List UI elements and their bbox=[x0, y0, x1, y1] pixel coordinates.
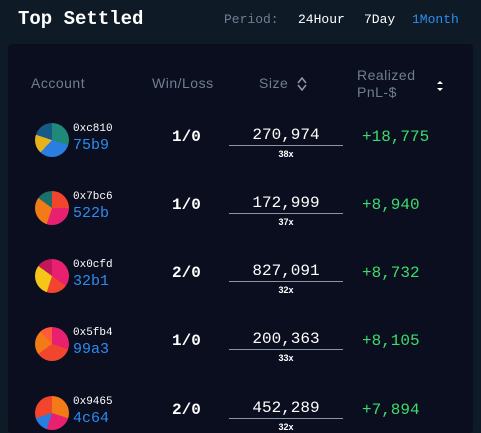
avatar bbox=[35, 123, 69, 157]
leverage: 37x bbox=[278, 217, 294, 227]
period-option[interactable]: 1Month bbox=[412, 12, 459, 27]
column-header[interactable]: Size bbox=[259, 75, 289, 91]
account-address[interactable]: 0xc810 bbox=[73, 123, 113, 135]
leverage: 33x bbox=[278, 353, 294, 363]
title: Top Settled bbox=[18, 8, 144, 30]
size-underline bbox=[229, 281, 343, 282]
leverage: 32x bbox=[278, 285, 294, 295]
size: 827,091 bbox=[252, 262, 320, 280]
size-underline bbox=[229, 213, 343, 214]
account-suffix[interactable]: 75b9 bbox=[73, 137, 110, 154]
avatar bbox=[35, 259, 69, 293]
avatar bbox=[35, 191, 69, 225]
size: 452,289 bbox=[252, 399, 320, 417]
pnl: +8,732 bbox=[362, 264, 420, 282]
period-option[interactable]: 7Day bbox=[364, 12, 396, 27]
size-underline bbox=[229, 418, 343, 419]
column-header: Win/Loss bbox=[152, 75, 214, 91]
win-loss: 2/0 bbox=[172, 264, 201, 282]
account-address[interactable]: 0x7bc6 bbox=[73, 191, 113, 203]
sort-icon[interactable] bbox=[297, 77, 307, 91]
win-loss: 1/0 bbox=[172, 196, 201, 214]
account-suffix[interactable]: 522b bbox=[73, 205, 110, 222]
account-address[interactable]: 0x0cfd bbox=[73, 259, 113, 271]
size-underline bbox=[229, 349, 343, 350]
column-header[interactable]: Realized PnL-$ bbox=[357, 67, 416, 100]
pnl: +8,940 bbox=[362, 196, 420, 214]
table-panel bbox=[8, 44, 473, 433]
sort-icon[interactable] bbox=[435, 79, 445, 93]
period-label: Period: bbox=[224, 12, 279, 27]
account-address[interactable]: 0x9465 bbox=[73, 396, 113, 408]
leverage: 32x bbox=[278, 422, 294, 432]
win-loss: 1/0 bbox=[172, 332, 201, 350]
account-suffix[interactable]: 99a3 bbox=[73, 341, 110, 358]
size-underline bbox=[229, 145, 343, 146]
pnl: +7,894 bbox=[362, 401, 420, 419]
pnl: +18,775 bbox=[362, 128, 430, 146]
size: 270,974 bbox=[252, 126, 320, 144]
column-header: Account bbox=[31, 75, 86, 91]
pnl: +8,105 bbox=[362, 332, 420, 350]
win-loss: 1/0 bbox=[172, 128, 201, 146]
account-suffix[interactable]: 32b1 bbox=[73, 273, 110, 290]
account-suffix[interactable]: 4c64 bbox=[73, 410, 110, 427]
size: 200,363 bbox=[252, 330, 320, 348]
avatar bbox=[35, 396, 69, 430]
account-address[interactable]: 0x5fb4 bbox=[73, 327, 113, 339]
avatar bbox=[35, 327, 69, 361]
win-loss: 2/0 bbox=[172, 401, 201, 419]
size: 172,999 bbox=[252, 194, 320, 212]
period-option[interactable]: 24Hour bbox=[298, 12, 345, 27]
leverage: 38x bbox=[278, 149, 294, 159]
